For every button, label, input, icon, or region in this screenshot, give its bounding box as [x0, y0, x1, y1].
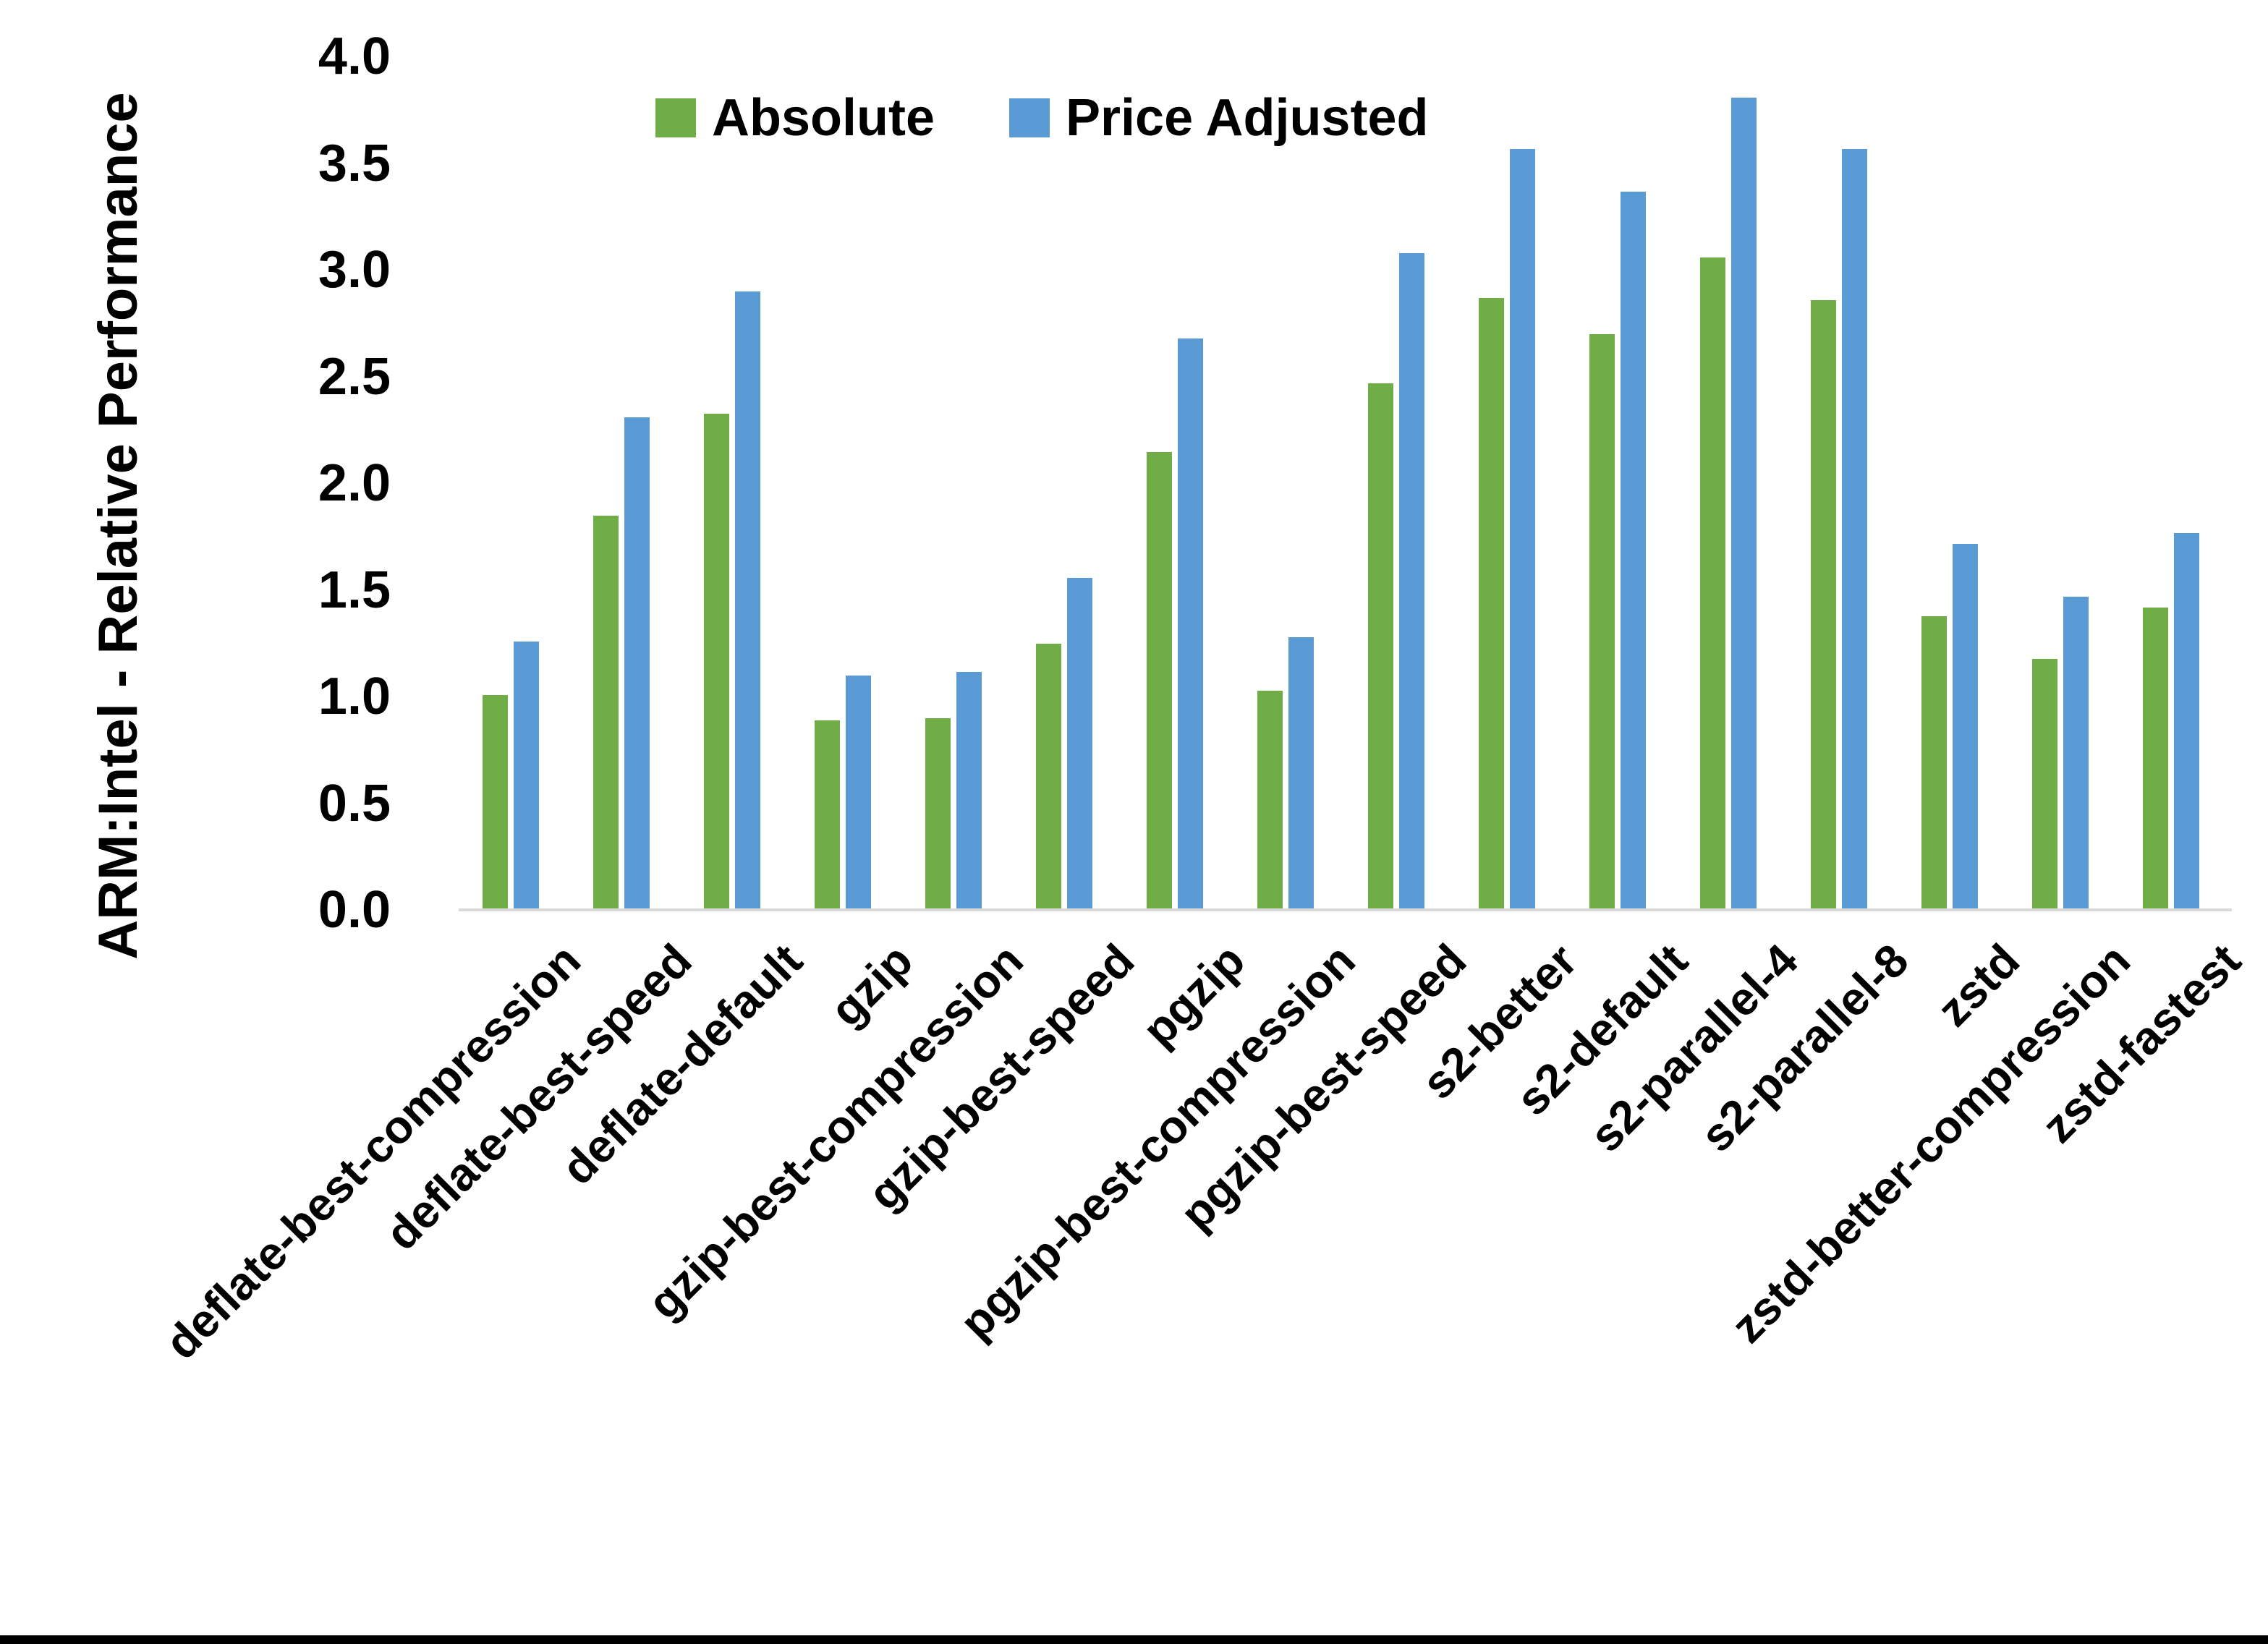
bar-price-adjusted-zstd — [1953, 544, 1978, 908]
bar-absolute-gzip — [815, 720, 840, 908]
bar-absolute-s2-parallel-4 — [1700, 257, 1725, 908]
bar-absolute-pgzip-best-compression — [1257, 691, 1283, 908]
legend-label-absolute: Absolute — [712, 89, 935, 147]
bar-absolute-pgzip-best-speed — [1368, 383, 1393, 908]
bar-price-adjusted-zstd-fastest — [2174, 533, 2199, 908]
y-tick-label-2.0: 2.0 — [318, 454, 391, 512]
bar-price-adjusted-deflate-default — [735, 291, 760, 908]
bar-price-adjusted-pgzip-best-compression — [1288, 637, 1314, 908]
y-tick-label-1.5: 1.5 — [318, 561, 391, 619]
x-category-label-gzip: gzip — [820, 934, 923, 1036]
legend-item-absolute: Absolute — [655, 85, 935, 150]
legend: Absolute Price Adjusted — [0, 85, 2268, 150]
bar-price-adjusted-gzip-best-compression — [956, 672, 982, 908]
y-tick-label-1.0: 1.0 — [318, 668, 391, 725]
y-tick-label-3.0: 3.0 — [318, 241, 391, 299]
y-tick-label-2.5: 2.5 — [318, 347, 391, 406]
y-tick-label-0.5: 0.5 — [318, 774, 391, 832]
legend-swatch-absolute — [655, 98, 696, 137]
bar-absolute-s2-parallel-8 — [1811, 300, 1836, 908]
bar-price-adjusted-s2-default — [1621, 192, 1646, 908]
bar-absolute-gzip-best-compression — [925, 718, 951, 908]
bar-absolute-pgzip — [1147, 452, 1172, 908]
bottom-border-line — [0, 1635, 2268, 1644]
bar-price-adjusted-s2-better — [1510, 149, 1535, 908]
bar-absolute-s2-better — [1479, 298, 1504, 908]
bar-price-adjusted-s2-parallel-8 — [1842, 149, 1867, 908]
bar-absolute-deflate-default — [704, 414, 729, 908]
bar-price-adjusted-gzip-best-speed — [1067, 578, 1092, 908]
bar-absolute-deflate-best-compression — [483, 695, 508, 908]
bar-absolute-zstd — [1921, 616, 1947, 908]
bar-price-adjusted-pgzip — [1178, 338, 1203, 908]
bar-absolute-zstd-fastest — [2143, 608, 2168, 908]
bar-price-adjusted-pgzip-best-speed — [1399, 253, 1424, 908]
legend-item-price-adjusted: Price Adjusted — [1009, 85, 1428, 150]
y-tick-label-0.0: 0.0 — [318, 881, 391, 939]
legend-label-price-adjusted: Price Adjusted — [1066, 89, 1429, 147]
x-category-label-deflate-best-compression: deflate-best-compression — [155, 934, 591, 1369]
bar-absolute-s2-default — [1589, 334, 1615, 908]
x-axis-line — [459, 908, 2232, 911]
legend-swatch-price-adjusted — [1009, 98, 1050, 137]
y-tick-label-3.5: 3.5 — [318, 134, 391, 192]
bar-price-adjusted-zstd-better-compression — [2063, 597, 2089, 908]
bar-price-adjusted-deflate-best-compression — [514, 642, 539, 908]
bar-absolute-zstd-better-compression — [2032, 659, 2057, 908]
y-tick-label-4.0: 4.0 — [318, 27, 391, 85]
bar-price-adjusted-deflate-best-speed — [624, 417, 650, 908]
bar-price-adjusted-gzip — [846, 676, 871, 908]
y-axis-title: ARM:Intel - Relative Performance — [88, 92, 149, 960]
bar-price-adjusted-s2-parallel-4 — [1731, 98, 1757, 908]
bar-absolute-deflate-best-speed — [593, 516, 619, 908]
x-category-label-zstd: zstd — [1927, 934, 2030, 1036]
bar-absolute-gzip-best-speed — [1036, 644, 1061, 908]
